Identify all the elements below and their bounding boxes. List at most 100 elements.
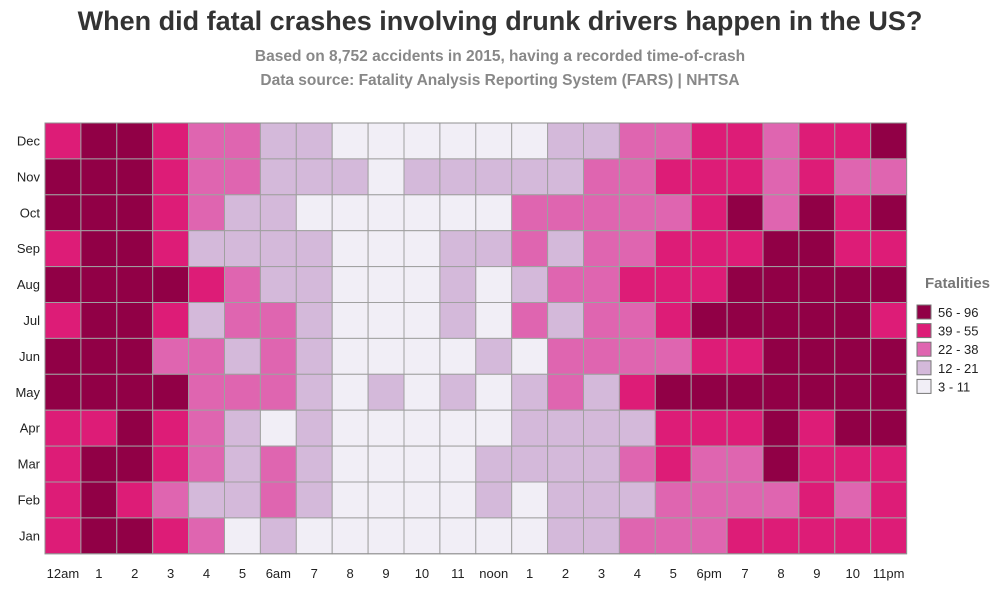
heatmap-cell-may-4 [188, 373, 226, 411]
heatmap-cell-jun-10 [403, 337, 441, 375]
heatmap-cell-nov-0 [44, 158, 82, 196]
heatmap-cell-jun-11 [439, 337, 477, 375]
heatmap-cell-sep-15 [583, 230, 620, 268]
heatmap-cell-nov-13 [511, 158, 549, 196]
heatmap-cell-feb-22 [834, 481, 872, 519]
heatmap-cell-sep-21 [798, 230, 836, 268]
heatmap-cell-jan-18 [690, 517, 728, 555]
heatmap-cell-dec-11 [439, 122, 477, 160]
heatmap-cell-jan-12 [475, 517, 513, 555]
heatmap-cell-mar-22 [834, 445, 872, 483]
heatmap-cell-mar-23 [870, 445, 908, 483]
heatmap-cell-jan-2 [116, 517, 154, 555]
heatmap-cell-jul-2 [116, 302, 154, 339]
chart-subtitle-line-1: Based on 8,752 accidents in 2015, having… [254, 48, 746, 65]
heatmap-cell-jul-18 [690, 302, 728, 339]
heatmap-cell-nov-21 [798, 158, 836, 196]
heatmap-cell-may-22 [834, 373, 872, 411]
heatmap-cell-may-20 [762, 373, 800, 411]
heatmap-cell-oct-1 [80, 194, 118, 232]
heatmap-cell-oct-5 [224, 194, 261, 232]
heatmap-cell-aug-14 [547, 266, 584, 304]
heatmap-cell-dec-14 [547, 122, 584, 160]
heatmap-cell-oct-15 [583, 194, 620, 232]
x-tick-label: 3 [598, 566, 605, 581]
heatmap-cell-sep-2 [116, 230, 154, 268]
heatmap-cell-apr-10 [403, 409, 441, 447]
heatmap-cell-oct-9 [367, 194, 405, 232]
heatmap-cell-aug-4 [188, 266, 226, 304]
heatmap-cell-nov-2 [116, 158, 154, 196]
heatmap-cell-nov-5 [224, 158, 261, 196]
heatmap-cell-dec-1 [80, 122, 118, 160]
heatmap-cell-jul-5 [224, 302, 261, 339]
heatmap-cell-sep-1 [80, 230, 118, 268]
heatmap-cell-jul-13 [511, 302, 549, 339]
heatmap-cell-jul-8 [331, 302, 369, 339]
heatmap-cell-aug-13 [511, 266, 549, 304]
heatmap-cell-jun-4 [188, 337, 226, 375]
heatmap-cell-apr-5 [224, 409, 261, 447]
heatmap-cell-nov-16 [618, 158, 656, 196]
heatmap-cell-jan-1 [80, 517, 118, 555]
heatmap-cell-jun-13 [511, 337, 549, 375]
heatmap-cell-apr-8 [331, 409, 369, 447]
heatmap-cell-nov-1 [80, 158, 118, 196]
x-tick-label: 12am [47, 566, 80, 581]
plot-border [44, 122, 908, 555]
heatmap-cell-aug-19 [726, 266, 764, 304]
heatmap-cell-jul-1 [80, 302, 118, 339]
heatmap-cell-dec-2 [116, 122, 154, 160]
heatmap-cell-jun-22 [834, 337, 872, 375]
heatmap-cell-mar-12 [475, 445, 513, 483]
heatmap-cell-sep-23 [870, 230, 908, 268]
heatmap-cell-nov-6 [259, 158, 297, 196]
heatmap-cell-oct-8 [331, 194, 369, 232]
heatmap-cell-sep-20 [762, 230, 800, 268]
heatmap-cell-aug-17 [654, 266, 692, 304]
heatmap-cell-jun-3 [152, 337, 190, 375]
legend-label: 56 - 96 [938, 305, 978, 320]
heatmap-cell-jun-16 [618, 337, 656, 375]
heatmap-cell-jul-22 [834, 302, 872, 339]
heatmap-cell-aug-0 [44, 266, 82, 304]
heatmap-cell-jan-4 [188, 517, 226, 555]
heatmap-cell-mar-2 [116, 445, 154, 483]
x-tick-label: 1 [526, 566, 533, 581]
heatmap-cell-dec-15 [583, 122, 620, 160]
heatmap-cell-feb-0 [44, 481, 82, 519]
heatmap-cell-feb-10 [403, 481, 441, 519]
heatmap-cell-may-16 [618, 373, 656, 411]
heatmap-cell-jan-21 [798, 517, 836, 555]
heatmap-cell-nov-15 [583, 158, 620, 196]
heatmap-cell-jul-7 [295, 302, 333, 339]
legend-label: 22 - 38 [938, 342, 978, 357]
heatmap-cell-mar-19 [726, 445, 764, 483]
heatmap-cell-oct-14 [547, 194, 584, 232]
heatmap-cell-jul-20 [762, 302, 800, 339]
heatmap-cell-jun-5 [224, 337, 261, 375]
heatmap-cell-aug-23 [870, 266, 908, 304]
heatmap-cell-oct-22 [834, 194, 872, 232]
heatmap-cell-jun-19 [726, 337, 764, 375]
heatmap-cell-jun-21 [798, 337, 836, 375]
heatmap-cell-feb-7 [295, 481, 333, 519]
heatmap-cell-feb-20 [762, 481, 800, 519]
legend-swatch [916, 304, 932, 320]
heatmap-cell-jul-0 [44, 302, 82, 339]
heatmap-cell-jun-20 [762, 337, 800, 375]
heatmap-cell-feb-5 [224, 481, 261, 519]
heatmap-cell-jul-16 [618, 302, 656, 339]
heatmap-cell-dec-6 [259, 122, 297, 160]
heatmap-cell-oct-18 [690, 194, 728, 232]
heatmap-cell-jan-9 [367, 517, 405, 555]
heatmap-cell-jan-5 [224, 517, 261, 555]
heatmap-cell-apr-3 [152, 409, 190, 447]
y-tick-label: Dec [17, 133, 41, 148]
x-tick-label: 11pm [873, 566, 905, 581]
heatmap-cell-may-21 [798, 373, 836, 411]
heatmap-cell-apr-6 [259, 409, 297, 447]
heatmap-cell-feb-13 [511, 481, 549, 519]
heatmap-cell-may-5 [224, 373, 261, 411]
heatmap-cell-jul-12 [475, 302, 513, 339]
